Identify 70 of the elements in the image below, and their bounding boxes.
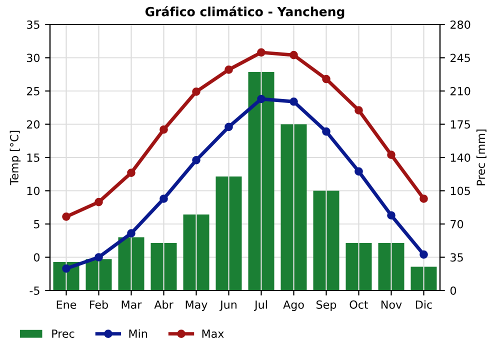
x-tick-label: Sep	[316, 300, 336, 311]
point	[127, 229, 136, 238]
x-tick-label: Dic	[416, 300, 432, 309]
point	[387, 211, 396, 220]
point	[160, 194, 168, 203]
point	[354, 167, 363, 176]
bar	[280, 124, 307, 290]
legend-label: Min	[129, 329, 147, 338]
y-tick-label: 15	[27, 154, 40, 162]
bar	[346, 243, 372, 290]
x-tick-label: Jul	[254, 300, 267, 311]
bar	[150, 243, 177, 290]
point	[387, 150, 396, 160]
legend-label: Max	[202, 330, 224, 338]
point	[192, 88, 200, 96]
point	[420, 194, 428, 203]
point	[94, 253, 103, 262]
x-tick-label: May	[186, 300, 208, 311]
point	[290, 97, 298, 106]
x-tick-label: Feb	[90, 300, 108, 309]
point	[354, 106, 363, 114]
y2-tick-label: 105	[450, 186, 470, 196]
point	[224, 122, 233, 132]
y2-tick-label: 175	[450, 120, 470, 129]
bar	[118, 237, 144, 290]
x-tick-label: Jun	[219, 300, 236, 311]
x-tick-label: Mar	[122, 300, 142, 309]
x-tick-label: Ago	[283, 300, 304, 311]
bar	[410, 266, 437, 290]
bar	[216, 176, 242, 290]
point	[94, 198, 103, 206]
bar	[248, 72, 274, 290]
x-tick-label: Oct	[350, 300, 368, 309]
y-tick-label: 25	[26, 86, 40, 96]
bar	[378, 243, 404, 290]
y2-tick-label: 70	[450, 220, 464, 228]
point	[290, 50, 298, 60]
x-tick-label: Ene	[56, 300, 76, 309]
bar	[183, 214, 210, 290]
y-axis-title: Temp [°C]	[10, 130, 21, 186]
legend-label: Prec	[52, 330, 74, 338]
point	[322, 127, 330, 136]
y-tick-label: 0	[34, 253, 40, 262]
y-tick-label: 5	[34, 220, 40, 228]
y-tick-label: 30	[26, 54, 40, 62]
y2-tick-label: 245	[450, 54, 470, 62]
y2-tick-label: 140	[450, 153, 470, 162]
y2-tick-label: 280	[450, 20, 470, 29]
chart-title: Gráfico climático - Yancheng	[145, 6, 344, 19]
point	[257, 48, 266, 57]
y2-axis-title: Prec [mm]	[476, 130, 486, 186]
y-tick-label: 20	[26, 120, 40, 129]
point	[322, 74, 330, 84]
point	[192, 156, 200, 164]
x-tick-label: Nov	[381, 300, 402, 309]
y-tick-label: 10	[27, 186, 40, 196]
bar	[313, 190, 340, 290]
y2-tick-label: 35	[450, 253, 463, 262]
point	[127, 168, 136, 177]
point	[62, 264, 70, 273]
y-tick-label: -5	[30, 286, 40, 295]
y2-tick-label: 210	[450, 86, 470, 96]
point	[224, 66, 233, 74]
point	[62, 212, 70, 221]
point	[257, 94, 266, 104]
y-tick-label: 35	[26, 20, 40, 29]
x-tick-label: Abr	[154, 300, 174, 309]
point	[160, 125, 168, 134]
point	[420, 250, 428, 259]
y2-tick-label: 0	[450, 286, 456, 295]
